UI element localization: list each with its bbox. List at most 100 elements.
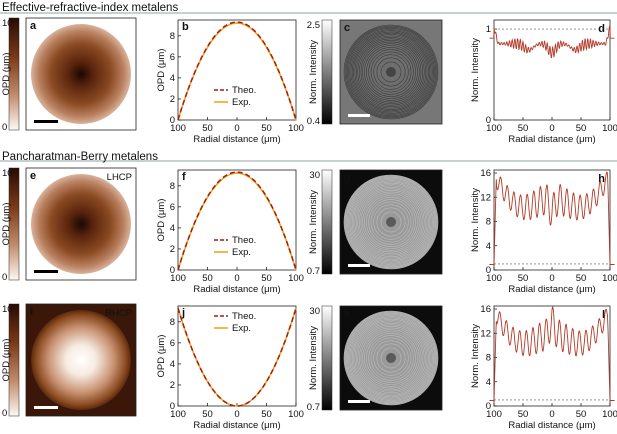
colorbar-tick: 0.4 bbox=[307, 116, 320, 127]
x-tick-label: 50 bbox=[202, 273, 213, 284]
x-axis-label: Radial distance (μm) bbox=[508, 284, 595, 295]
fresnel-ring bbox=[347, 178, 435, 266]
panel-label: h bbox=[598, 173, 605, 185]
colorbar-tick: 0.7 bbox=[307, 402, 320, 413]
fresnel-ring bbox=[344, 25, 438, 119]
panel-label: e bbox=[30, 170, 36, 182]
theo-series-line bbox=[177, 307, 297, 407]
fresnel-ring bbox=[362, 193, 420, 251]
colorbar-tick: 10 bbox=[2, 168, 13, 179]
y-axis-label: OPD (μm) bbox=[156, 335, 167, 378]
colorbar-title: OPD (μm) bbox=[1, 339, 12, 382]
y-tick-label: 6 bbox=[170, 52, 175, 63]
legend-label: Theo. bbox=[232, 235, 256, 246]
scale-bar bbox=[34, 406, 58, 409]
fresnel-ring bbox=[360, 191, 422, 253]
x-tick-label: 100 bbox=[602, 409, 617, 420]
colorbar-tick: 30 bbox=[309, 170, 320, 181]
x-tick-label: 50 bbox=[518, 273, 529, 284]
fresnel-ring bbox=[344, 175, 438, 269]
x-tick-label: 50 bbox=[518, 409, 529, 420]
y-axis-label: Norm. Intensity bbox=[470, 188, 481, 252]
y-tick-label: 0 bbox=[170, 265, 175, 276]
x-tick-label: 100 bbox=[288, 123, 304, 134]
lens-center bbox=[386, 67, 396, 77]
polarization-label: RHCP bbox=[105, 308, 132, 319]
fresnel-ring bbox=[348, 179, 434, 265]
fresnel-ring bbox=[368, 335, 414, 381]
fresnel-ring bbox=[344, 311, 438, 405]
fresnel-ring bbox=[368, 49, 414, 95]
colorbar-tick: 10 bbox=[2, 304, 13, 315]
x-tick-label: 50 bbox=[576, 409, 587, 420]
x-tick-label: 100 bbox=[602, 273, 617, 284]
x-axis-label: Radial distance (μm) bbox=[508, 420, 595, 431]
legend-label: Exp. bbox=[232, 97, 251, 108]
colorbar-title: OPD (μm) bbox=[1, 203, 12, 246]
legend-label: Exp. bbox=[232, 247, 251, 258]
intensity-trace bbox=[489, 171, 615, 265]
x-axis-label: Radial distance (μm) bbox=[193, 134, 280, 145]
x-axis-label: Radial distance (μm) bbox=[508, 134, 595, 145]
opd-heatmap bbox=[31, 174, 131, 274]
fresnel-ring bbox=[370, 51, 412, 93]
theo-series-line bbox=[177, 171, 297, 271]
legend-label: Theo. bbox=[232, 85, 256, 96]
x-tick-label: 50 bbox=[576, 123, 587, 134]
x-tick-label: 100 bbox=[486, 409, 502, 420]
fresnel-ring bbox=[355, 322, 427, 394]
fresnel-ring bbox=[370, 337, 412, 379]
x-tick-label: 0 bbox=[234, 123, 239, 134]
y-tick-label: 6 bbox=[170, 202, 175, 213]
y-tick-label: 0 bbox=[486, 401, 491, 412]
fresnel-ring bbox=[376, 57, 406, 87]
x-tick-label: 50 bbox=[202, 123, 213, 134]
fresnel-ring bbox=[366, 47, 416, 97]
panel-label: j bbox=[181, 307, 185, 319]
x-tick-label: 100 bbox=[486, 273, 502, 284]
fresnel-ring bbox=[351, 182, 431, 262]
y-axis-label: Norm. Intensity bbox=[470, 38, 481, 102]
panel-label: d bbox=[598, 23, 605, 35]
intensity-axes bbox=[493, 169, 611, 271]
y-tick-label: 12 bbox=[480, 328, 491, 339]
fresnel-ring bbox=[360, 327, 422, 389]
intensity-axes bbox=[493, 305, 611, 407]
fresnel-ring bbox=[347, 28, 435, 116]
x-tick-label: 0 bbox=[549, 409, 554, 420]
fresnel-ring bbox=[345, 176, 437, 268]
y-tick-label: 0 bbox=[486, 115, 491, 126]
y-tick-label: 4 bbox=[170, 359, 175, 370]
colorbar-title: Norm. Intensity bbox=[308, 190, 319, 254]
fresnel-ring bbox=[359, 190, 423, 254]
fresnel-ring bbox=[364, 195, 418, 249]
fresnel-ring bbox=[357, 188, 425, 256]
fresnel-ring bbox=[354, 35, 428, 109]
y-tick-label: 1 bbox=[486, 24, 491, 35]
opd-colorbar bbox=[8, 167, 20, 281]
lens-center bbox=[386, 217, 396, 227]
y-tick-label: 0 bbox=[170, 401, 175, 412]
fresnel-ring bbox=[350, 31, 432, 113]
colorbar-tick: 0 bbox=[2, 272, 7, 283]
intensity-axes bbox=[493, 19, 611, 121]
y-tick-label: 2 bbox=[170, 244, 175, 255]
x-tick-label: 50 bbox=[202, 409, 213, 420]
fresnel-ring bbox=[353, 34, 429, 110]
y-tick-label: 2 bbox=[170, 94, 175, 105]
fresnel-ring bbox=[376, 343, 406, 373]
x-tick-label: 100 bbox=[486, 123, 502, 134]
x-tick-label: 50 bbox=[576, 273, 587, 284]
fresnel-ring bbox=[353, 320, 429, 396]
y-tick-label: 2 bbox=[170, 380, 175, 391]
fresnel-ring bbox=[353, 184, 429, 260]
fresnel-ring bbox=[380, 61, 402, 83]
opd-heatmap bbox=[31, 24, 131, 124]
y-tick-label: 16 bbox=[480, 168, 491, 179]
panel-label: l bbox=[602, 309, 605, 321]
fresnel-ring bbox=[349, 180, 433, 264]
x-tick-label: 0 bbox=[234, 273, 239, 284]
fresnel-ring bbox=[348, 29, 434, 115]
